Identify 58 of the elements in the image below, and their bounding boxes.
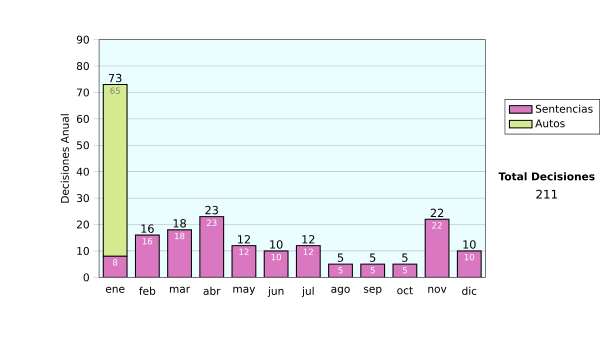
x-tick-label: feb	[139, 286, 156, 296]
x-tick-label: ago	[331, 286, 350, 295]
y-tick-label: 70	[77, 88, 89, 97]
data-label: 5	[338, 267, 342, 274]
x-tick-label: abr	[204, 286, 221, 296]
total-label: 23	[205, 206, 218, 214]
data-label: 22	[432, 222, 442, 229]
y-tick-label: 60	[76, 114, 89, 123]
data-label: 5	[370, 267, 375, 274]
total-label: 5	[402, 254, 408, 262]
total-label: 12	[238, 235, 250, 244]
y-tick-label: 50	[77, 141, 89, 150]
data-label: 18	[175, 232, 184, 240]
legend-label: Autos	[535, 120, 565, 128]
data-label: 10	[272, 254, 282, 260]
y-tick-label: 0	[84, 273, 89, 282]
x-tick-label: ene	[106, 286, 124, 293]
bar	[135, 235, 160, 278]
total-label: 5	[370, 254, 376, 262]
bar	[168, 230, 192, 278]
x-tick-label: mar	[170, 286, 190, 293]
text: Total Decisiones	[498, 172, 595, 181]
y-tick-label: 10	[77, 247, 89, 256]
total-label: 10	[463, 240, 476, 249]
legend-label: Sentencias	[536, 104, 593, 113]
y-tick-label: 80	[76, 62, 89, 70]
total-label: 10	[270, 240, 283, 249]
total-label: 22	[430, 208, 444, 218]
x-tick-label: sep	[364, 286, 382, 295]
data-label: 10	[464, 254, 474, 260]
data-label: 23	[206, 220, 216, 226]
y-tick-label: 20	[76, 220, 89, 229]
data-label: 5	[402, 267, 407, 274]
data-label: 65	[110, 88, 120, 94]
total-label: 73	[108, 74, 122, 82]
text: 211	[536, 190, 558, 199]
y-tick-label: 40	[76, 168, 89, 176]
bar	[296, 246, 320, 278]
x-tick-label: dic	[462, 286, 476, 296]
total-label: 16	[141, 224, 154, 233]
bar	[232, 246, 256, 278]
data-label: 12	[304, 248, 313, 256]
total-label: 12	[302, 235, 314, 244]
x-tick-label: nov	[428, 286, 446, 293]
y-axis-title: Decisiones Anual	[60, 114, 69, 203]
y-tick-label: 90	[76, 36, 89, 44]
x-tick-label: may	[233, 286, 256, 295]
total-label: 18	[174, 219, 186, 228]
data-label: 16	[142, 238, 152, 245]
total-label: 5	[338, 254, 344, 262]
bar	[200, 216, 224, 278]
x-tick-label: oct	[397, 286, 413, 294]
x-tick-label: jun	[268, 286, 284, 298]
x-tick-label: jul	[302, 286, 314, 298]
data-label: 12	[239, 248, 249, 256]
data-label: 8	[113, 259, 118, 266]
y-tick-label: 30	[77, 194, 89, 202]
bar	[425, 219, 449, 278]
